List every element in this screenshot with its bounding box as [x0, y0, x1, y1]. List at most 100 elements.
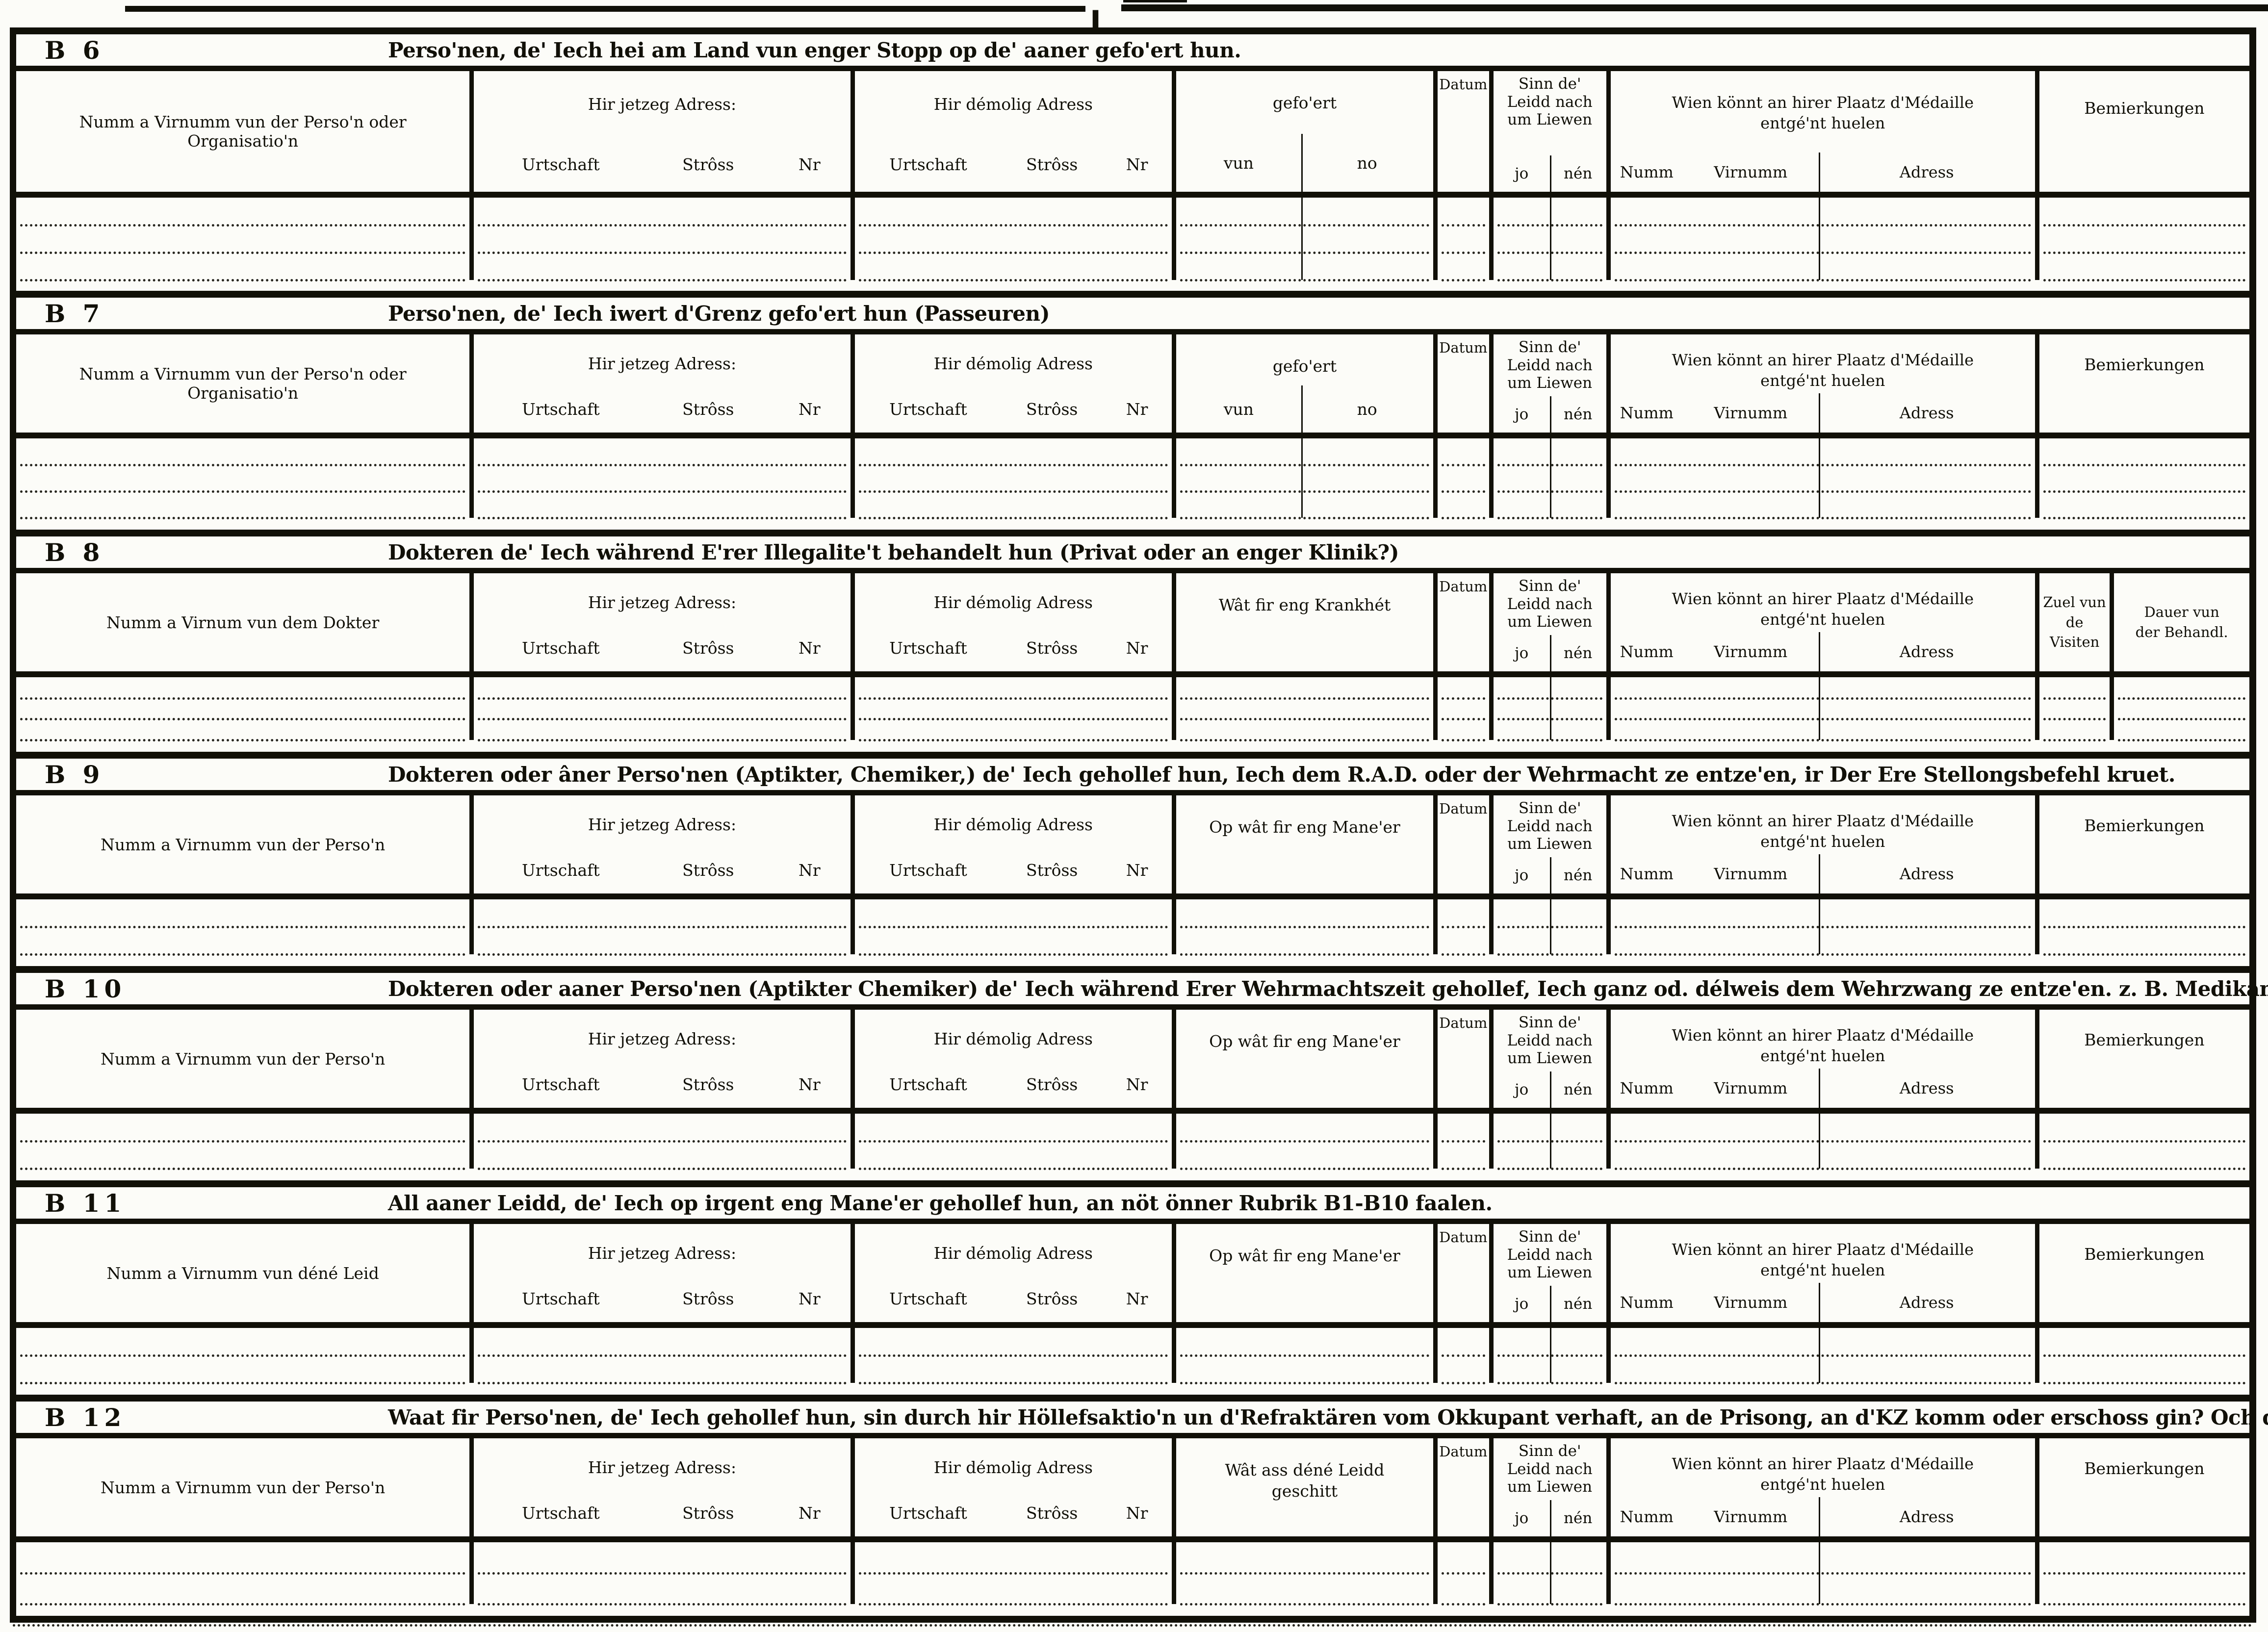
column-divider: [1818, 854, 1820, 893]
datum-label: Datum: [1439, 76, 1488, 93]
address-subheaders: Urtschaft Strôss Nr: [478, 155, 846, 174]
date-fill-cell: [1433, 1542, 1489, 1575]
virnumm-label: Virnumm: [1714, 642, 1788, 661]
former-address-label: Hir démolig Adress: [933, 1458, 1093, 1477]
vun-label: vun: [1223, 399, 1254, 419]
medal-fill-cell: [1606, 1573, 2035, 1606]
header-medal-recipient-column: Wien könnt an hirer Plaatz d'Médaille en…: [1606, 334, 2035, 433]
former-address-label: Hir démolig Adress: [933, 95, 1093, 114]
date-fill-cell: [1433, 1328, 1489, 1357]
header-alive-column: Sinn de' Leidd nach um Liewen jo nén: [1489, 71, 1606, 192]
nr-label: Nr: [799, 638, 821, 658]
section-title-row: B 10 Dokteren oder aaner Perso'nen (Apti…: [16, 966, 2268, 1010]
alive-question-label: Sinn de' Leidd nach um Liewen: [1507, 1442, 1593, 1496]
section-title: Perso'nen, de' Iech hei am Land vun enge…: [388, 38, 1241, 62]
remarks-fill-cell: [2035, 225, 2249, 254]
address-subheaders: Urtschaft Strôss Nr: [859, 155, 1168, 174]
current-address-label: Hir jetzeg Adress:: [588, 593, 737, 612]
alive-fill-cell: [1489, 1114, 1606, 1143]
visit-count-fill-cell: [2035, 677, 2110, 700]
detail-column-label: gefo'ert: [1272, 357, 1337, 376]
section-column-headers: Numm a Virnumm vun der Perso'n Hir jetze…: [16, 795, 2249, 899]
current-address-fill-cell: [469, 927, 850, 956]
current-address-fill-cell: [469, 698, 850, 720]
detail-fill-cell: [1172, 698, 1433, 720]
column-divider: [1818, 225, 1820, 253]
nen-label: nén: [1564, 644, 1593, 662]
medal-fill-cell: [1606, 438, 2035, 466]
remarks-fill-cell: [2035, 1355, 2249, 1384]
urtschaft-label: Urtschaft: [889, 400, 967, 419]
form-section-b6: B 6 Perso'nen, de' Iech hei am Land vun …: [16, 27, 2249, 291]
name-fill-cell: [16, 491, 469, 519]
section-title: Dokteren de' Iech während E'rer Illegali…: [388, 540, 1399, 564]
former-address-label: Hir démolig Adress: [933, 593, 1093, 612]
former-address-label: Hir démolig Adress: [933, 1244, 1093, 1263]
medal-question-label: Wien könnt an hirer Plaatz d'Médaille en…: [1672, 1240, 1974, 1279]
urtschaft-label: Urtschaft: [521, 861, 600, 880]
column-divider: [1549, 635, 1551, 671]
former-address-fill-cell: [850, 899, 1172, 928]
column-divider: [1549, 396, 1551, 433]
jo-label: jo: [1515, 165, 1529, 182]
fill-in-row: [16, 253, 2249, 281]
header-alive-column: Sinn de' Leidd nach um Liewen jo nén: [1489, 1438, 1606, 1536]
numm-label: Numm: [1620, 1507, 1674, 1526]
header-treatment-duration-column: Dauer vun der Behandl.: [2110, 573, 2249, 671]
date-fill-cell: [1433, 899, 1489, 928]
header-detail-column: gefo'ert vun no: [1172, 334, 1433, 433]
name-column-label: Numm a Virnumm vun der Perso'n: [101, 1049, 386, 1069]
remarks-fill-cell: [2035, 927, 2249, 956]
address-subheaders: Urtschaft Strôss Nr: [859, 1504, 1168, 1523]
column-divider: [1549, 438, 1551, 465]
former-address-fill-cell: [850, 927, 1172, 956]
nr-label: Nr: [799, 1504, 821, 1523]
yes-no-subheaders: jo nén: [1494, 1286, 1606, 1322]
header-detail-column: Wât fir eng Krankhét: [1172, 573, 1433, 671]
urtschaft-label: Urtschaft: [889, 638, 967, 658]
address-subheaders: Urtschaft Strôss Nr: [478, 1289, 846, 1308]
section-title: Perso'nen, de' Iech iwert d'Grenz gefo'e…: [388, 301, 1050, 326]
urtschaft-label: Urtschaft: [521, 1289, 600, 1308]
header-medal-recipient-column: Wien könnt an hirer Plaatz d'Médaille en…: [1606, 1224, 2035, 1322]
column-divider: [1301, 134, 1303, 192]
former-address-fill-cell: [850, 1355, 1172, 1384]
alive-question-label: Sinn de' Leidd nach um Liewen: [1507, 1014, 1593, 1068]
detail-fill-cell: [1172, 1542, 1433, 1575]
urtschaft-label: Urtschaft: [521, 400, 600, 419]
yes-no-subheaders: jo nén: [1494, 1071, 1606, 1108]
section-column-headers: Numm a Virnumm vun der Perso'n Hir jetze…: [16, 1010, 2249, 1114]
header-remarks-column: Bemierkungen: [2035, 795, 2249, 893]
nr-label: Nr: [1126, 1504, 1148, 1523]
name-fill-cell: [16, 1328, 469, 1357]
name-fill-cell: [16, 927, 469, 956]
header-alive-column: Sinn de' Leidd nach um Liewen jo nén: [1489, 1224, 1606, 1322]
bemierkungen-label: Bemierkungen: [2084, 1245, 2205, 1264]
alive-fill-cell: [1489, 1573, 1606, 1606]
nr-label: Nr: [799, 1075, 821, 1094]
name-fill-cell: [16, 253, 469, 281]
header-remarks-column: Bemierkungen: [2035, 1438, 2249, 1536]
alive-fill-cell: [1489, 438, 1606, 466]
header-medal-recipient-column: Wien könnt an hirer Plaatz d'Médaille en…: [1606, 1438, 2035, 1536]
former-address-label: Hir démolig Adress: [933, 354, 1093, 373]
medal-fill-cell: [1606, 198, 2035, 227]
nr-label: Nr: [1126, 861, 1148, 880]
current-address-fill-cell: [469, 1141, 850, 1170]
medal-fill-cell: [1606, 927, 2035, 956]
section-title-row: B 6 Perso'nen, de' Iech hei am Land vun …: [16, 27, 2249, 71]
address-subheaders: Urtschaft Strôss Nr: [478, 861, 846, 880]
bemierkungen-label: Bemierkungen: [2084, 355, 2205, 374]
adress-label: Adress: [1899, 404, 1954, 422]
name-column-label: Numm a Virnumm vun der Perso'n: [101, 835, 386, 854]
detail-fill-cell: [1172, 1355, 1433, 1384]
section-blank-rows: [16, 1114, 2249, 1180]
column-divider: [1549, 1355, 1551, 1383]
stross-label: Strôss: [682, 1504, 734, 1523]
section-column-headers: Numm a Virnumm vun der Perso'n oder Orga…: [16, 71, 2249, 198]
urtschaft-label: Urtschaft: [521, 1504, 600, 1523]
detail-column-label: gefo'ert: [1272, 93, 1337, 112]
current-address-fill-cell: [469, 491, 850, 519]
medal-fill-cell: [1606, 253, 2035, 281]
